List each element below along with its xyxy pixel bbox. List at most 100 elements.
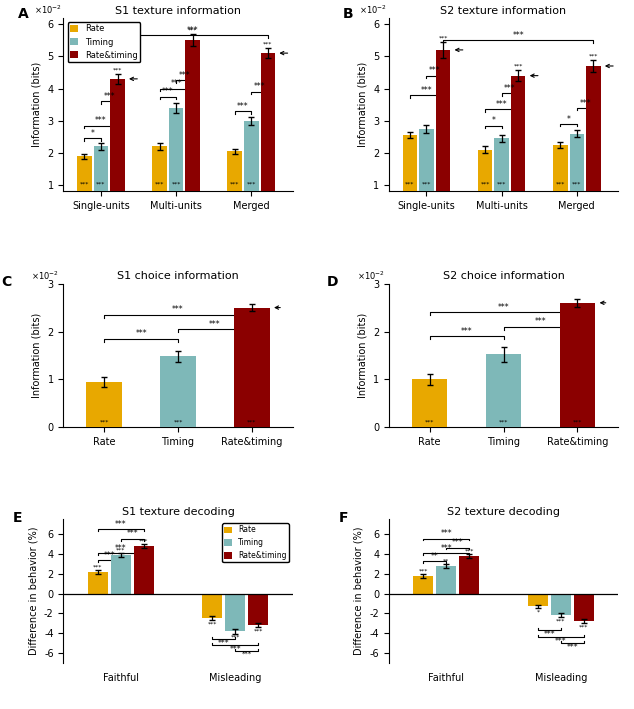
Text: ***: *** xyxy=(543,630,555,640)
Text: ***: *** xyxy=(172,306,184,315)
Text: ***: *** xyxy=(96,182,106,186)
Bar xyxy=(110,555,131,593)
Text: ***: *** xyxy=(209,320,221,329)
Text: ***: *** xyxy=(555,182,565,186)
Bar xyxy=(244,121,259,217)
Text: ***: *** xyxy=(187,26,198,35)
Text: ***: *** xyxy=(465,549,474,554)
Y-axis label: Difference in behavior (%): Difference in behavior (%) xyxy=(29,527,39,655)
Bar xyxy=(134,546,153,593)
Text: $\times\mathregular{10^{-2}}$: $\times\mathregular{10^{-2}}$ xyxy=(31,270,59,282)
Bar xyxy=(436,566,456,593)
Text: ***: *** xyxy=(421,86,432,95)
Text: ***: *** xyxy=(579,625,588,630)
Text: ***: *** xyxy=(231,635,240,640)
Bar xyxy=(459,556,479,593)
Y-axis label: Information (bits): Information (bits) xyxy=(32,62,42,147)
Text: ***: *** xyxy=(254,82,266,91)
Text: ***: *** xyxy=(405,182,415,186)
Legend: Rate, Timing, Rate&timing: Rate, Timing, Rate&timing xyxy=(222,523,289,562)
Text: ***: *** xyxy=(452,538,463,547)
Text: ***: *** xyxy=(208,621,217,626)
Text: ***: *** xyxy=(441,530,452,539)
Text: ***: *** xyxy=(573,420,582,425)
Bar xyxy=(551,593,571,615)
Bar xyxy=(574,593,594,621)
Text: ***: *** xyxy=(93,564,103,569)
Text: B: B xyxy=(343,7,354,21)
Bar xyxy=(248,593,268,625)
Title: S1 texture decoding: S1 texture decoding xyxy=(122,507,235,517)
Title: S1 texture information: S1 texture information xyxy=(115,6,241,16)
Title: S2 texture information: S2 texture information xyxy=(441,6,567,16)
Text: ***: *** xyxy=(126,530,138,538)
Text: ***: *** xyxy=(100,420,109,425)
Bar xyxy=(478,150,493,217)
Text: ***: *** xyxy=(461,327,472,336)
Text: ***: *** xyxy=(188,28,197,33)
Text: ***: *** xyxy=(218,639,230,648)
Bar xyxy=(160,357,196,428)
Bar xyxy=(495,138,509,217)
Text: ***: *** xyxy=(247,182,256,186)
Title: S2 texture decoding: S2 texture decoding xyxy=(447,507,560,517)
Text: ***: *** xyxy=(139,539,148,544)
Text: ***: *** xyxy=(588,54,598,59)
Text: ***: *** xyxy=(496,100,507,109)
Text: ***: *** xyxy=(441,544,452,553)
Text: *: * xyxy=(536,609,540,614)
Text: $\times\mathregular{10^{-2}}$: $\times\mathregular{10^{-2}}$ xyxy=(357,270,385,282)
Text: *: * xyxy=(91,129,94,138)
Title: S1 choice information: S1 choice information xyxy=(117,272,239,281)
Bar xyxy=(228,151,242,217)
Text: **: ** xyxy=(443,559,450,564)
Text: ***: *** xyxy=(103,92,115,101)
Bar xyxy=(569,133,584,217)
Text: ***: *** xyxy=(116,547,126,552)
Bar xyxy=(94,147,108,217)
Text: ***: *** xyxy=(247,420,257,425)
Text: ***: *** xyxy=(242,652,252,657)
Bar xyxy=(560,303,595,428)
Bar xyxy=(87,572,108,593)
Text: F: F xyxy=(339,510,348,525)
Bar xyxy=(152,147,167,217)
Text: ***: *** xyxy=(556,618,566,623)
Text: *: * xyxy=(491,116,495,125)
Text: ***: *** xyxy=(237,102,249,111)
Bar xyxy=(486,354,521,428)
Text: C: C xyxy=(1,275,12,289)
Text: ***: *** xyxy=(179,71,190,80)
Text: E: E xyxy=(13,510,22,525)
Text: ***: *** xyxy=(418,569,428,574)
Text: ***: *** xyxy=(555,637,567,647)
Text: ***: *** xyxy=(115,520,127,529)
Text: ***: *** xyxy=(263,42,273,47)
Text: ***: *** xyxy=(512,31,524,40)
Bar xyxy=(110,79,125,217)
Bar xyxy=(261,53,275,217)
Text: ***: *** xyxy=(579,99,591,108)
Text: ***: *** xyxy=(115,544,127,553)
Text: ***: *** xyxy=(429,67,441,75)
Text: ***: *** xyxy=(103,552,115,560)
Text: ***: *** xyxy=(171,79,182,88)
Text: ***: *** xyxy=(567,643,578,652)
Text: ***: *** xyxy=(497,182,507,186)
Text: $\times\mathregular{10^{-2}}$: $\times\mathregular{10^{-2}}$ xyxy=(34,4,61,16)
Bar xyxy=(169,108,183,217)
Text: ***: *** xyxy=(425,420,434,425)
Text: ***: *** xyxy=(162,87,174,96)
Text: ***: *** xyxy=(173,420,183,425)
Text: $\times\mathregular{10^{-2}}$: $\times\mathregular{10^{-2}}$ xyxy=(359,4,387,16)
Bar xyxy=(202,593,223,618)
Text: ***: *** xyxy=(155,182,164,186)
Title: S2 choice information: S2 choice information xyxy=(443,272,564,281)
Bar xyxy=(553,145,567,217)
Text: ***: *** xyxy=(504,84,515,93)
Bar xyxy=(586,66,600,217)
Text: ***: *** xyxy=(230,182,240,186)
Text: *: * xyxy=(567,115,571,123)
Text: ***: *** xyxy=(80,182,89,186)
Bar xyxy=(86,381,122,428)
